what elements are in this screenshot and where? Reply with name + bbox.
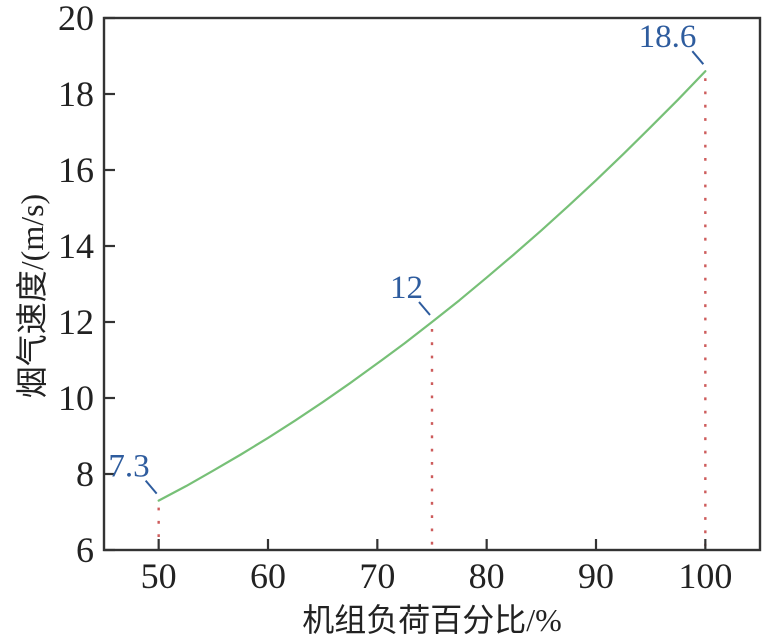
y-tick-label: 10 [58, 378, 94, 418]
annotation-label: 12 [390, 270, 423, 306]
x-tick-label: 60 [250, 556, 286, 596]
plot-border [102, 16, 762, 552]
y-tick-label: 14 [58, 226, 94, 266]
annotation-leader-line [144, 479, 158, 495]
y-tick-label: 20 [58, 0, 94, 38]
y-tick-label: 12 [58, 302, 94, 342]
annotation-leader-line [418, 301, 431, 316]
y-tick-label: 16 [58, 150, 94, 190]
x-tick-label: 50 [141, 556, 177, 596]
annotation-label: 7.3 [108, 449, 149, 485]
x-tick-label: 90 [578, 556, 614, 596]
y-axis-title: 烟气速度/(m/s) [14, 193, 50, 399]
y-tick-label: 18 [58, 74, 94, 114]
annotation-leader-line [691, 50, 705, 65]
annotation-label: 18.6 [639, 19, 697, 55]
x-tick-label: 70 [359, 556, 395, 596]
y-tick-label: 8 [76, 454, 94, 494]
y-tick-label: 6 [76, 530, 94, 570]
x-tick-label: 80 [469, 556, 505, 596]
x-tick-label: 100 [678, 556, 732, 596]
x-axis-title: 机组负荷百分比/% [302, 602, 562, 638]
series-line [157, 70, 707, 502]
